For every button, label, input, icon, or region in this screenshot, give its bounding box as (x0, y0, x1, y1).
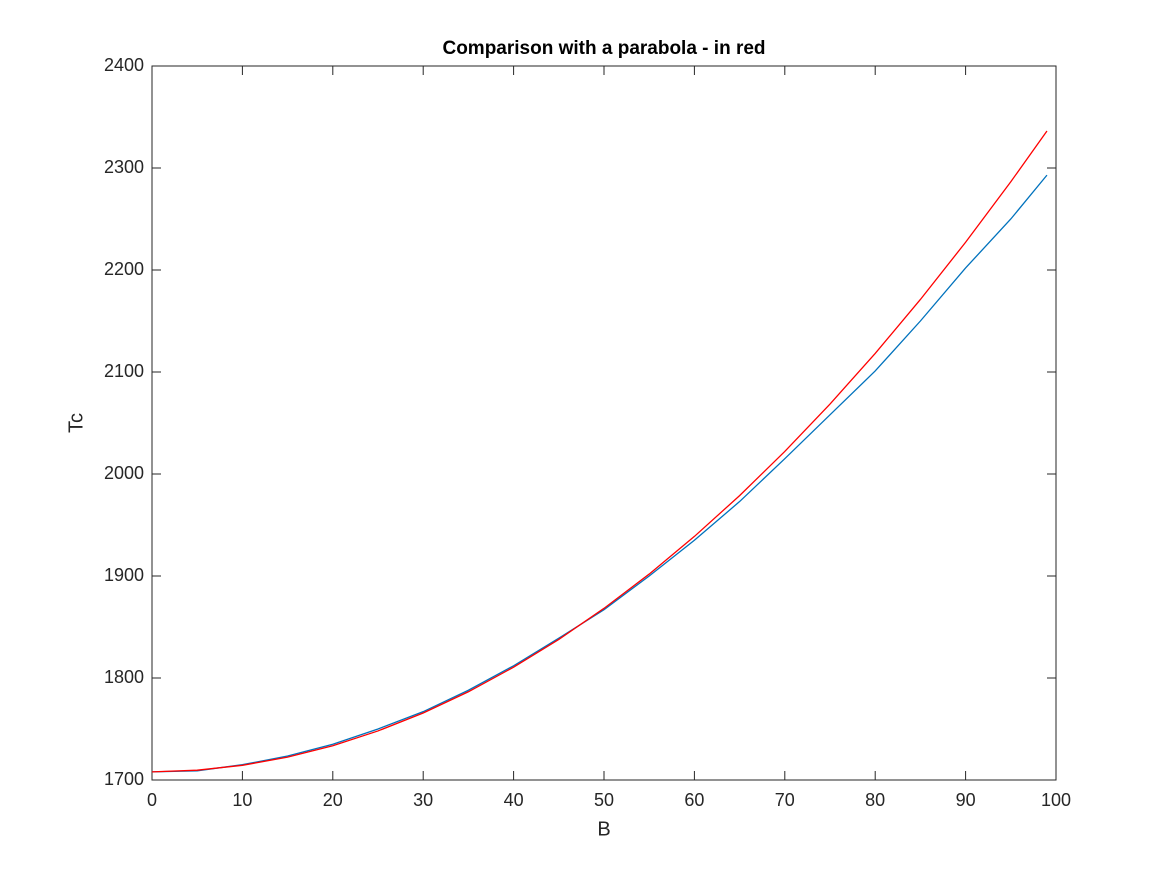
x-tick-label: 50 (594, 790, 614, 810)
x-tick-label: 30 (413, 790, 433, 810)
x-axis-label: B (597, 818, 610, 840)
data-line (151, 174, 1048, 773)
y-tick-label: 2000 (104, 463, 144, 483)
chart-title: Comparison with a parabola - in red (442, 38, 765, 59)
x-tick-label: 100 (1041, 790, 1071, 810)
x-tick-label: 80 (865, 790, 885, 810)
y-tick-label: 2400 (104, 55, 144, 75)
y-tick-label: 2300 (104, 157, 144, 177)
plot-area (151, 65, 1057, 781)
x-tick-label: 10 (232, 790, 252, 810)
y-axis-label: Tc (65, 413, 87, 433)
x-tick-label: 90 (956, 790, 976, 810)
y-tick-label: 1800 (104, 667, 144, 687)
y-tick-label: 2100 (104, 361, 144, 381)
data-line (151, 130, 1048, 773)
x-tick-label: 0 (147, 790, 157, 810)
x-tick-label: 70 (775, 790, 795, 810)
y-tick-label: 2200 (104, 259, 144, 279)
x-tick-label: 20 (323, 790, 343, 810)
y-tick-label: 1900 (104, 565, 144, 585)
y-tick-label: 1700 (104, 769, 144, 789)
x-tick-label: 40 (504, 790, 524, 810)
x-tick-label: 60 (684, 790, 704, 810)
